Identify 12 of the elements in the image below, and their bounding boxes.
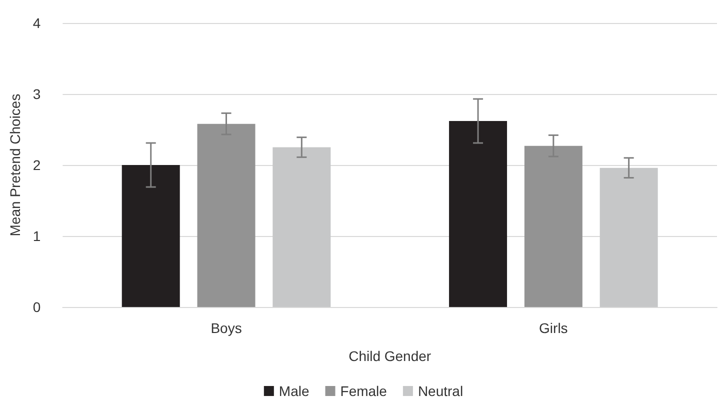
x-tick-label: Boys (210, 320, 242, 336)
y-tick-label: 0 (32, 299, 41, 315)
y-tick-label: 2 (32, 157, 41, 173)
legend-label: Female (340, 383, 388, 399)
y-tick-label: 4 (32, 15, 41, 31)
x-tick-label: Girls (539, 320, 568, 336)
legend-label: Male (278, 383, 310, 399)
y-tick-label: 1 (32, 228, 41, 244)
legend-label: Neutral (418, 383, 464, 399)
x-axis-title: Child Gender (348, 348, 432, 364)
y-tick-label: 3 (32, 86, 41, 102)
y-axis-title: Mean Pretend Choices (7, 94, 23, 236)
